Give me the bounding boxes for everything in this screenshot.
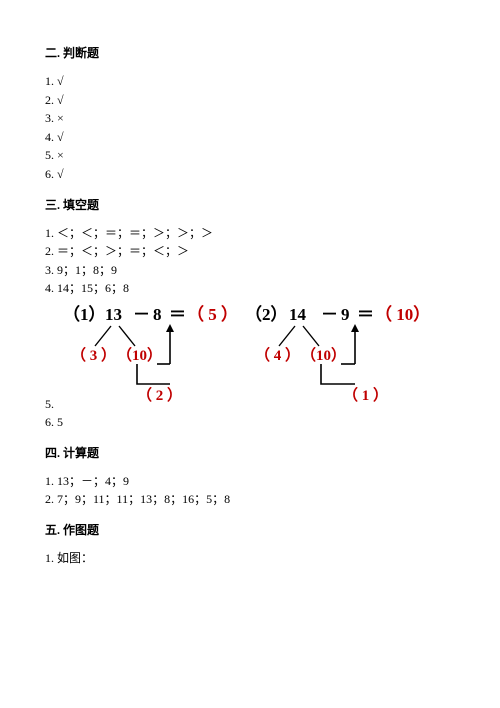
section-3-answers: 1. ＜；＜；＝；＝；＞；＞；＞ 2. ＝；＜；＞；＝；＜；＞ 3. 9；1；8… (45, 224, 455, 432)
s2-item-3: 3. × (45, 109, 455, 128)
p2-b: 9 (341, 305, 350, 324)
section-2-heading: 二. 判断题 (45, 44, 455, 62)
p1-bottom: （ 2 ） (137, 386, 182, 404)
p2-eq: ＝ (357, 305, 374, 324)
section-5-heading: 五. 作图题 (45, 521, 455, 539)
p2-branch-right: （10） (301, 346, 346, 364)
p1-result: （ 5 ） (187, 304, 238, 324)
s3-line-3: 3. 9；1；8；9 (45, 261, 455, 280)
p2-bottom: （ 1 ） (343, 386, 388, 404)
s5-line-1: 1. 如图： (45, 549, 455, 568)
s3-line-4: 4. 14；15；6；8 (45, 279, 455, 298)
s4-line-2: 2. 7；9；11；11；13；8；16；5；8 (45, 490, 455, 509)
s2-item-2: 2. √ (45, 91, 455, 110)
p1-branch-right: （10） (117, 346, 162, 364)
p1-eq: ＝ (169, 305, 186, 324)
section-5-answers: 1. 如图： (45, 549, 455, 568)
p1-line-left (95, 326, 111, 346)
s3-line-2: 2. ＝；＜；＞；＝；＜；＞ (45, 242, 455, 261)
p1-branch-left: （ 3 ） (71, 346, 116, 364)
p1-op: － (133, 305, 150, 324)
section-3-heading: 三. 填空题 (45, 196, 455, 214)
p1-label: （1） (63, 304, 106, 324)
s3-line-1: 1. ＜；＜；＝；＝；＞；＞；＞ (45, 224, 455, 243)
p2-op: － (321, 305, 338, 324)
p2-arrow-path-a (321, 364, 355, 384)
p1-b: 8 (153, 305, 162, 324)
p2-branch-left: （ 4 ） (255, 346, 300, 364)
section-4-answers: 1. 13；－；4；9 2. 7；9；11；11；13；8；16；5；8 (45, 472, 455, 509)
s4-line-1: 1. 13；－；4；9 (45, 472, 455, 491)
s2-item-1: 1. √ (45, 72, 455, 91)
s3-q6: 6. 5 (45, 413, 455, 432)
section-2-answers: 1. √ 2. √ 3. × 4. √ 5. × 6. √ (45, 72, 455, 184)
p2-arrow-head (351, 324, 359, 332)
p1-arrow-path-a (137, 364, 170, 384)
p2-result: （ 10） (375, 304, 430, 324)
p1-line-right (119, 326, 135, 346)
s2-item-4: 4. √ (45, 128, 455, 147)
p1-a: 13 (105, 305, 122, 324)
p2-a: 14 (289, 305, 307, 324)
decomposition-diagram: （1） 13 － 8 ＝ （ 5 ） （ 3 ） （10） (35, 302, 455, 409)
s2-item-5: 5. × (45, 146, 455, 165)
p1-arrow-head (166, 324, 174, 332)
s2-item-6: 6. √ (45, 165, 455, 184)
p2-line-left (279, 326, 295, 346)
section-4-heading: 四. 计算题 (45, 444, 455, 462)
p2-label: （2） (245, 304, 288, 324)
p2-line-right (303, 326, 319, 346)
